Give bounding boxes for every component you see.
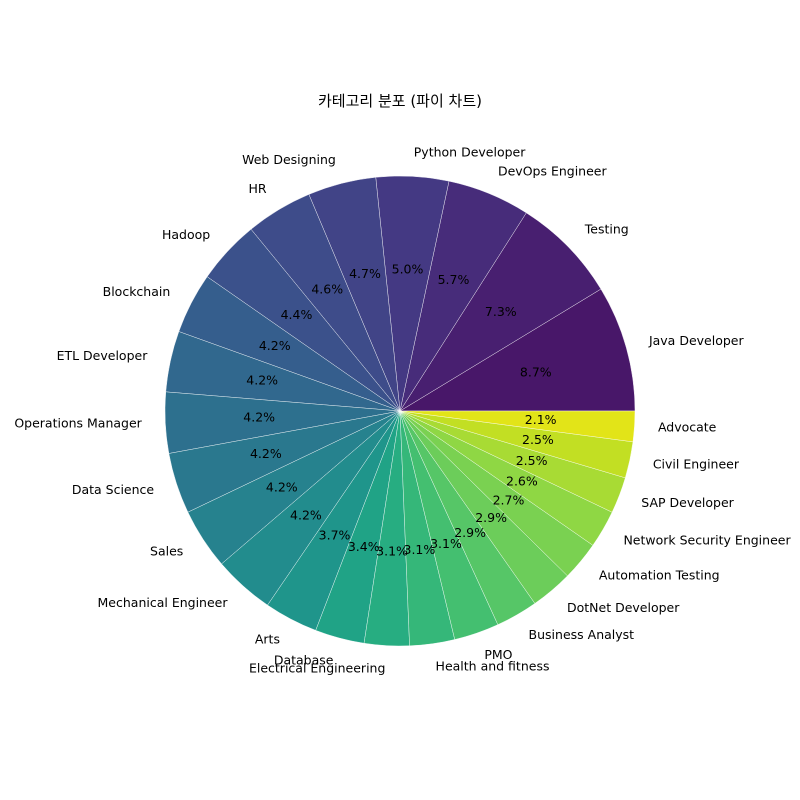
- slice-percent-label: 2.6%: [506, 473, 538, 488]
- slice-percent-label: 3.4%: [348, 539, 380, 554]
- slice-category-label: DevOps Engineer: [498, 163, 608, 178]
- slice-category-label: Health and fitness: [436, 659, 550, 674]
- slice-percent-label: 4.4%: [281, 307, 313, 322]
- pie-slice: [399, 212, 602, 412]
- slice-percent-label: 4.2%: [259, 338, 291, 353]
- slice-percent-label: 3.7%: [319, 527, 351, 542]
- category-labels: Java Developer Testing DevOps Engineer Pyth…: [14, 144, 791, 675]
- slice-category-label: Database: [274, 652, 334, 667]
- pie-slices: [164, 175, 636, 647]
- slice-percent-label: 4.2%: [250, 446, 282, 461]
- slice-percent-label: 4.2%: [290, 508, 322, 523]
- slice-category-label: Sales: [150, 543, 183, 558]
- pie-slice: [399, 288, 636, 412]
- slice-category-label: SAP Developer: [641, 495, 734, 510]
- slice-category-label: HR: [248, 181, 266, 196]
- slice-percent-label: 4.2%: [246, 373, 278, 388]
- slice-category-label: Data Science: [72, 482, 155, 497]
- slice-category-label: Arts: [255, 631, 280, 646]
- slice-category-label: PMO: [484, 647, 512, 662]
- slice-category-label: Java Developer: [648, 333, 745, 348]
- slice-percent-label: 2.9%: [454, 525, 486, 540]
- slice-percent-label: 8.7%: [520, 365, 552, 380]
- slice-percent-label: 3.1%: [404, 542, 436, 557]
- slice-category-label: Hadoop: [162, 227, 210, 242]
- slice-percent-label: 2.5%: [516, 453, 548, 468]
- slice-percent-label: 5.7%: [438, 272, 470, 287]
- slice-category-label: Web Designing: [242, 152, 336, 167]
- slice-percent-label: 4.7%: [349, 266, 381, 281]
- slice-percent-label: 3.1%: [430, 536, 462, 551]
- slice-percent-label: 2.9%: [475, 510, 507, 525]
- slice-category-label: Network Security Engineer: [623, 532, 791, 547]
- slice-percent-label: 5.0%: [392, 262, 424, 277]
- slice-category-label: DotNet Developer: [567, 600, 680, 615]
- slice-percent-label: 3.1%: [376, 543, 408, 558]
- chart-title: 카테고리 분포 (파이 차트): [318, 92, 482, 110]
- slice-category-label: Operations Manager: [14, 415, 142, 430]
- slice-category-label: Mechanical Engineer: [98, 595, 229, 610]
- slice-category-label: Electrical Engineering: [249, 661, 385, 676]
- slice-category-label: Automation Testing: [599, 568, 720, 583]
- slice-percent-label: 4.6%: [311, 282, 343, 297]
- slice-percent-label: 7.3%: [485, 304, 517, 319]
- slice-category-label: Blockchain: [103, 284, 171, 299]
- pie-slice: [399, 410, 636, 443]
- slice-percent-label: 4.2%: [243, 410, 275, 425]
- slice-percent-label: 2.7%: [493, 493, 525, 508]
- percent-labels: 8.7% 7.3% 5.7% 5.0% 4.7% 4.6% 4.4% 4.2% 4.2% 4.2%…: [243, 262, 556, 559]
- slice-category-label: Testing: [584, 222, 629, 237]
- slice-category-label: ETL Developer: [57, 348, 149, 363]
- slice-category-label: Business Analyst: [529, 627, 635, 642]
- slice-category-label: Civil Engineer: [653, 456, 740, 471]
- slice-percent-label: 4.2%: [266, 479, 298, 494]
- slice-category-label: Advocate: [658, 420, 717, 435]
- slice-category-label: Python Developer: [414, 144, 526, 159]
- slice-percent-label: 2.1%: [525, 412, 557, 427]
- slice-percent-label: 2.5%: [522, 432, 554, 447]
